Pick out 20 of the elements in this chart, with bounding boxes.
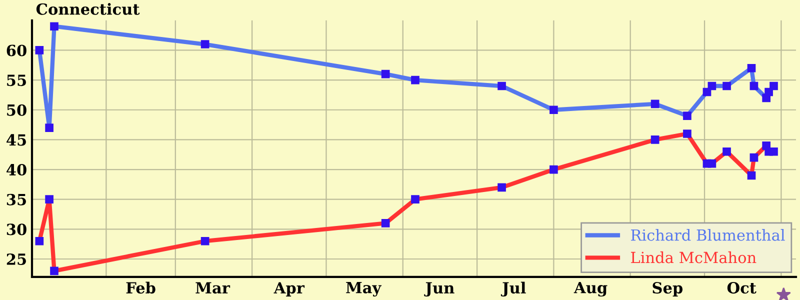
chart-title: Connecticut [36, 3, 140, 15]
x-tick-label: Jul [500, 282, 526, 297]
y-tick-label: 30 [6, 224, 26, 236]
x-tick-label: Apr [274, 282, 305, 297]
x-tick-label: Oct [727, 282, 756, 294]
legend-label: Richard Blumenthal [631, 228, 785, 241]
x-tick-label: Sep [652, 282, 683, 297]
y-tick-label: 45 [6, 134, 26, 146]
x-tick-label: Mar [196, 282, 230, 294]
x-tick-label: May [346, 282, 382, 297]
y-tick-label: 55 [7, 74, 26, 86]
y-tick-label: 35 [6, 194, 26, 206]
y-tick-label: 40 [6, 164, 26, 176]
y-tick-label: 50 [7, 104, 26, 116]
x-tick-label: Feb [126, 282, 156, 294]
y-tick-label: 25 [6, 253, 26, 266]
x-tick-label: Jun [424, 282, 454, 297]
y-tick-label: 60 [6, 44, 26, 56]
legend-label: Linda McMahon [631, 251, 756, 264]
x-tick-label: Aug [574, 282, 608, 297]
